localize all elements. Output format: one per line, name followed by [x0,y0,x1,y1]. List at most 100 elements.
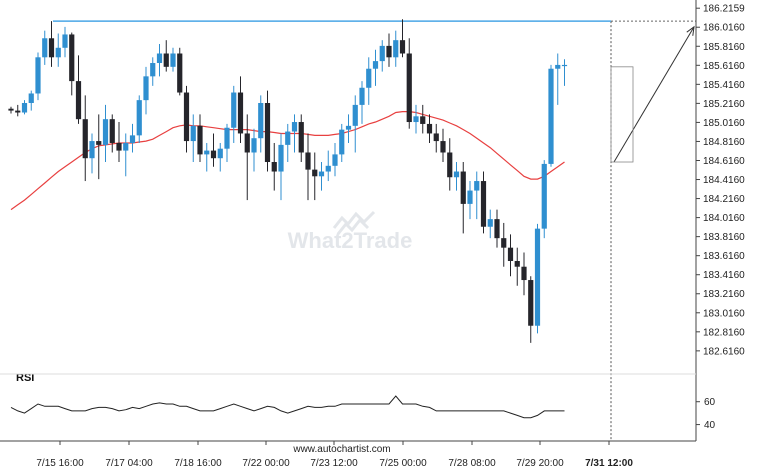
price-tick-label: 183.2160 [703,289,745,300]
candle-body-bearish [420,116,426,124]
candle-body-bullish [278,144,284,172]
time-tick-label: 7/17 04:00 [105,458,153,469]
price-tick-label: 185.0160 [703,118,745,129]
price-tick-label: 186.2159 [703,4,745,15]
price-tick-label: 184.0160 [703,213,745,224]
candle-body-bearish [440,141,446,153]
watermark-text: What2Trade [288,228,413,253]
candle-body-bullish [156,53,163,64]
projection-arrow-line [613,26,695,163]
candle-body-bullish [352,104,358,126]
price-tick-label: 183.8160 [703,232,745,243]
candle-body-bearish [69,34,75,82]
candle-body-bullish [359,87,365,105]
candle-body-bearish [312,169,318,177]
candle-body-bullish [143,76,149,101]
price-tick-label: 185.4160 [703,80,745,91]
candle-body-bullish [474,181,480,191]
candle-body-bearish [271,162,277,172]
candle-body-bullish [89,141,95,159]
candle-body-bearish [15,110,21,113]
rsi-line [10,395,565,419]
time-tick-label: 7/31 12:00 [585,458,633,469]
candle-body-bearish [433,133,439,142]
candle-body-bullish [548,68,554,164]
watermark-logo-icon [332,210,376,235]
candle-body-bullish [366,68,372,88]
candle-body-bearish [305,152,311,170]
candle-body-bullish [555,64,561,69]
candle-body-bullish [541,163,547,229]
time-tick-label: 7/18 16:00 [174,458,222,469]
candle-body-bearish [183,92,190,142]
price-tick-label: 182.6160 [703,346,745,357]
watermark: What2Trade [288,210,413,253]
time-tick-label: 7/15 16:00 [36,458,84,469]
candle-body-bearish [480,181,487,227]
projection-layer [610,25,695,163]
footer-url: www.autochartist.com [292,444,390,455]
candle-body-bullish [150,63,156,77]
candle-body-bullish [42,38,48,58]
price-tick-label: 184.2160 [703,194,745,205]
price-tick-label: 183.4160 [703,270,745,281]
candle-body-bullish [325,165,331,172]
candle-body-bearish [8,108,14,111]
candle-body-bearish [244,133,250,153]
time-tick-label: 7/28 08:00 [448,458,496,469]
pattern-box [610,66,634,163]
price-tick-label: 183.0160 [703,308,745,319]
candle-body-bearish [82,119,88,159]
price-axis: 186.2159 186.0160 185.8160 185.6160 185.4160… [695,0,745,441]
candle-body-bullish [339,129,345,155]
time-tick-label: 7/25 00:00 [379,458,427,469]
candle-body-bearish [197,125,203,155]
candle-body-bearish [264,102,271,163]
candle-body-bearish [75,81,82,120]
candle-body-bullish [217,148,223,159]
price-tick-label: 185.8160 [703,42,745,53]
candle-body-bullish [190,125,196,142]
candle-body-bearish [237,92,244,134]
price-tick-label: 184.8160 [703,137,745,148]
candle-body-bearish [386,45,392,58]
candle-body-bearish [298,122,304,153]
time-tick-label: 7/29 20:00 [516,458,564,469]
candle-body-bullish [413,116,419,123]
candle-body-bearish [96,141,102,145]
candle-body-bullish [102,119,109,145]
candle-body-bullish [345,125,352,130]
candle-body-bullish [231,92,237,128]
candle-body-bullish [291,122,298,132]
candle-body-bullish [136,100,142,136]
candle-body-bullish [21,102,28,113]
candle-body-bearish [177,53,183,93]
candle-body-bullish [372,61,379,69]
candle-body-bearish [514,261,520,267]
rsi-tick-label: 60 [704,397,716,408]
projection-arrow-icon [686,25,695,36]
candles-layer [8,19,568,343]
candle-body-bearish [426,123,433,134]
candle-body-bullish [170,53,176,67]
candle-body-bullish [467,190,473,204]
candle-body-bearish [48,38,55,58]
price-tick-label: 185.2160 [703,99,745,110]
rsi-title: RSI [16,372,34,384]
candle-body-bullish [332,154,338,166]
candle-body-bearish [447,152,453,178]
candle-body-bullish [62,34,68,48]
candle-body-bullish [258,102,264,139]
price-tick-label: 184.4160 [703,175,745,186]
time-tick-label: 7/23 12:00 [310,458,358,469]
price-tick-label: 186.0160 [703,23,745,34]
candle-body-bearish [494,219,500,239]
candle-body-bearish [460,171,466,204]
candle-body-bearish [399,40,406,54]
price-tick-label: 184.6160 [703,156,745,167]
candle-body-bearish [116,142,122,151]
candle-body-bearish [109,119,115,143]
candle-body-bullish [561,64,568,67]
candle-body-bearish [163,53,169,67]
